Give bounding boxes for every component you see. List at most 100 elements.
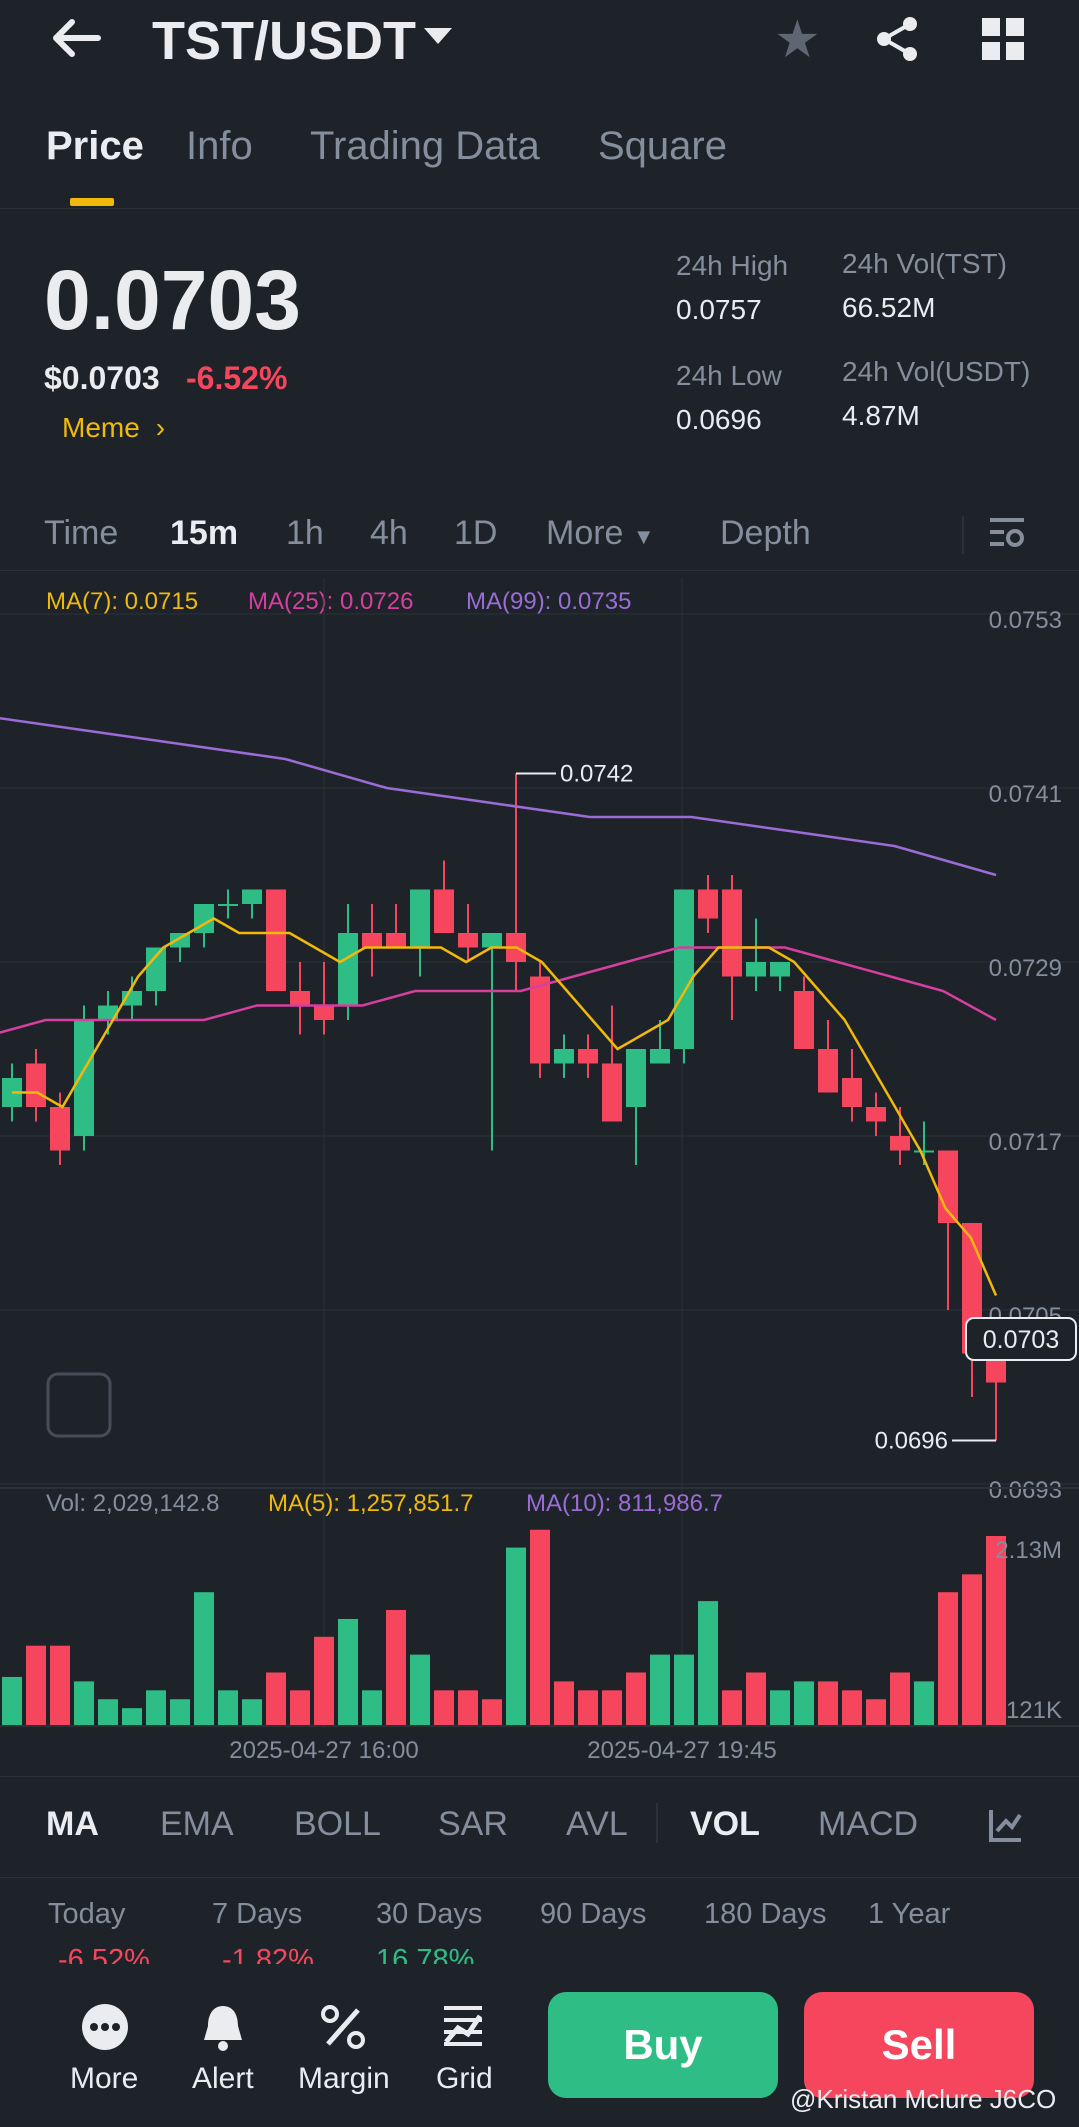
volume-bar	[626, 1672, 646, 1726]
candlestick-chart[interactable]: 0.07530.07410.07290.07170.07050.06930.07…	[0, 578, 1079, 1778]
price-change: -6.52%	[186, 360, 288, 396]
perf-7d-value: -1.82%	[222, 1944, 314, 1966]
bell-icon[interactable]	[198, 2002, 248, 2052]
last-price: 0.0703	[44, 253, 301, 347]
candle-body	[26, 1063, 46, 1107]
x-tick-label: 2025-04-27 19:45	[587, 1737, 777, 1764]
candle-body	[530, 976, 550, 1064]
more-label[interactable]: More	[70, 2062, 139, 2095]
ind-ma[interactable]: MA	[46, 1805, 99, 1843]
share-icon[interactable]	[872, 14, 922, 64]
volume-bar	[554, 1681, 574, 1726]
volume-bar	[770, 1690, 790, 1726]
ind-macd[interactable]: MACD	[818, 1805, 919, 1843]
margin-icon[interactable]	[318, 2002, 368, 2052]
tf-depth[interactable]: Depth	[720, 514, 811, 552]
tab-price[interactable]: Price	[46, 124, 144, 168]
more-icon[interactable]	[80, 2002, 130, 2052]
candle-body	[914, 1150, 934, 1153]
candle-body	[770, 962, 790, 977]
volume-bar	[98, 1699, 118, 1726]
tf-more[interactable]: More ▼	[546, 514, 655, 553]
candle-body	[818, 1049, 838, 1093]
candle-body	[674, 889, 694, 1049]
volume-tick-label: 2.13M	[995, 1537, 1062, 1564]
star-icon[interactable]: ★	[774, 11, 821, 69]
candle-body	[650, 1049, 670, 1064]
caret-down-icon[interactable]	[424, 28, 452, 44]
back-arrow-icon[interactable]	[48, 14, 102, 62]
sell-button[interactable]: Sell	[804, 1992, 1034, 2098]
volume-bar	[362, 1690, 382, 1726]
volume-bar	[650, 1654, 670, 1726]
vol-quote-label: 24h Vol(USDT)	[842, 356, 1031, 387]
usd-price: $0.0703	[44, 360, 160, 396]
trading-pair-title[interactable]: TST/USDT	[152, 11, 416, 71]
chart-settings-icon[interactable]	[988, 514, 1026, 552]
y-tick-label: 0.0717	[989, 1129, 1062, 1156]
volume-bar	[794, 1681, 814, 1726]
tab-trading-data[interactable]: Trading Data	[310, 124, 540, 168]
perf-today-label[interactable]: Today	[48, 1898, 126, 1930]
y-tick-label: 0.0693	[989, 1477, 1062, 1504]
candle-body	[482, 933, 502, 948]
tab-square[interactable]: Square	[598, 124, 727, 168]
candle-body	[314, 1005, 334, 1020]
current-price-label: 0.0703	[983, 1326, 1059, 1354]
volume-bar	[170, 1699, 190, 1726]
candle-body	[866, 1107, 886, 1122]
ind-boll[interactable]: BOLL	[294, 1805, 381, 1843]
ind-avl[interactable]: AVL	[566, 1805, 628, 1843]
y-tick-label: 0.0753	[989, 607, 1062, 634]
buy-button[interactable]: Buy	[548, 1992, 778, 2098]
candle-body	[338, 933, 358, 1006]
tf-1h[interactable]: 1h	[286, 514, 324, 552]
perf-1y-label[interactable]: 1 Year	[868, 1898, 951, 1930]
tab-info[interactable]: Info	[186, 124, 253, 168]
perf-30d-label[interactable]: 30 Days	[376, 1898, 483, 1930]
perf-180d-label[interactable]: 180 Days	[704, 1898, 827, 1930]
alert-label[interactable]: Alert	[192, 2062, 254, 2095]
candle-body	[98, 1005, 118, 1020]
x-tick-label: 2025-04-27 16:00	[229, 1737, 419, 1764]
volume-bar	[338, 1618, 358, 1726]
volume-bar	[674, 1654, 694, 1726]
timeframe-bar: Time 15m 1h 4h 1D More ▼ Depth	[0, 500, 1079, 571]
ind-ema[interactable]: EMA	[160, 1805, 234, 1843]
vol-ma5-legend: MA(5): 1,257,851.7	[268, 1490, 474, 1517]
tf-4h[interactable]: 4h	[370, 514, 408, 552]
volume-bar	[122, 1708, 142, 1726]
vol-quote-value: 4.87M	[842, 400, 920, 431]
candle-body	[626, 1049, 646, 1107]
candle-body	[698, 889, 718, 919]
candle-body	[410, 889, 430, 948]
grid-icon[interactable]	[982, 18, 1024, 60]
margin-label[interactable]: Margin	[298, 2062, 390, 2095]
volume-tick-label: 121K	[1006, 1697, 1062, 1724]
grid-bot-icon[interactable]	[438, 2002, 488, 2052]
top-header: TST/USDT ★	[0, 0, 1079, 84]
ind-sar[interactable]: SAR	[438, 1805, 508, 1843]
candle-body	[794, 991, 814, 1049]
meme-tag[interactable]: Meme ›	[62, 412, 165, 444]
volume-bar	[746, 1672, 766, 1726]
candle-body	[722, 889, 742, 977]
grid-label[interactable]: Grid	[436, 2062, 493, 2095]
perf-90d-label[interactable]: 90 Days	[540, 1898, 647, 1930]
vol-base-value: 66.52M	[842, 292, 936, 323]
divider	[656, 1803, 658, 1843]
volume-bar	[482, 1699, 502, 1726]
low-marker-label: 0.0696	[875, 1428, 948, 1455]
perf-7d-label[interactable]: 7 Days	[212, 1898, 303, 1930]
indicator-settings-icon[interactable]	[988, 1807, 1024, 1843]
tf-1d[interactable]: 1D	[454, 514, 498, 552]
volume-bar	[386, 1610, 406, 1726]
volume-bar	[530, 1529, 550, 1726]
volume-bar	[146, 1690, 166, 1726]
candle-body	[578, 1049, 598, 1064]
candle-body	[746, 962, 766, 977]
volume-bar	[938, 1592, 958, 1726]
tf-time[interactable]: Time	[44, 514, 119, 552]
tf-15m[interactable]: 15m	[170, 514, 239, 552]
ind-vol[interactable]: VOL	[690, 1805, 760, 1843]
